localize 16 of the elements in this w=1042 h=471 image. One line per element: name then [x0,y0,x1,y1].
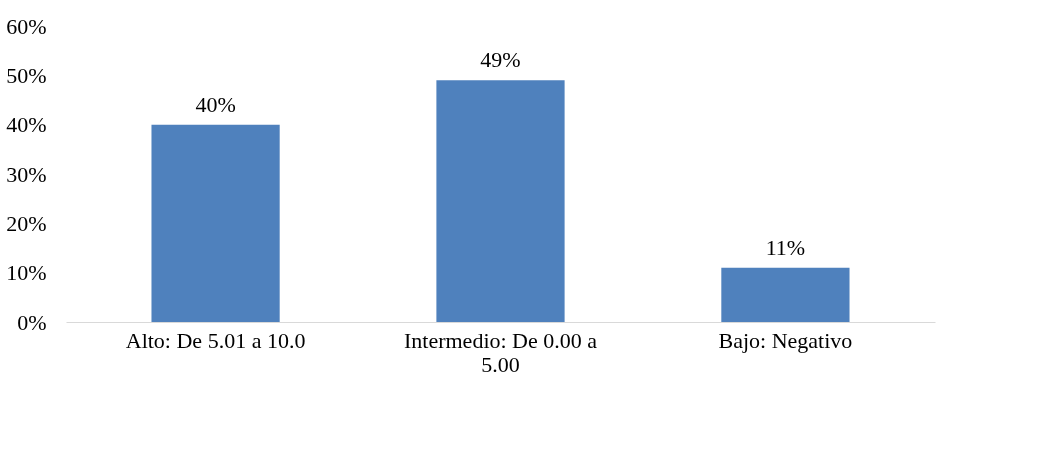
data-label: 40% [195,91,236,117]
x-tick-label: Bajo: Negativo [718,327,853,353]
data-label: 11% [765,234,806,260]
y-tick-label: 0% [17,309,47,335]
y-tick-label: 50% [6,62,47,88]
bar [151,124,280,322]
y-tick-label: 40% [6,112,47,138]
y-tick-label: 60% [6,13,47,39]
data-label: 49% [480,47,521,73]
x-tick-label: Alto: De 5.01 a 10.0 [125,327,306,353]
y-tick-label: 20% [6,210,47,236]
y-tick-label: 30% [6,161,47,187]
bar [436,80,565,322]
x-tick-label: Intermedio: De 0.00 a 5.00 [403,327,598,377]
y-tick-label: 10% [6,260,47,286]
bar [721,267,850,322]
